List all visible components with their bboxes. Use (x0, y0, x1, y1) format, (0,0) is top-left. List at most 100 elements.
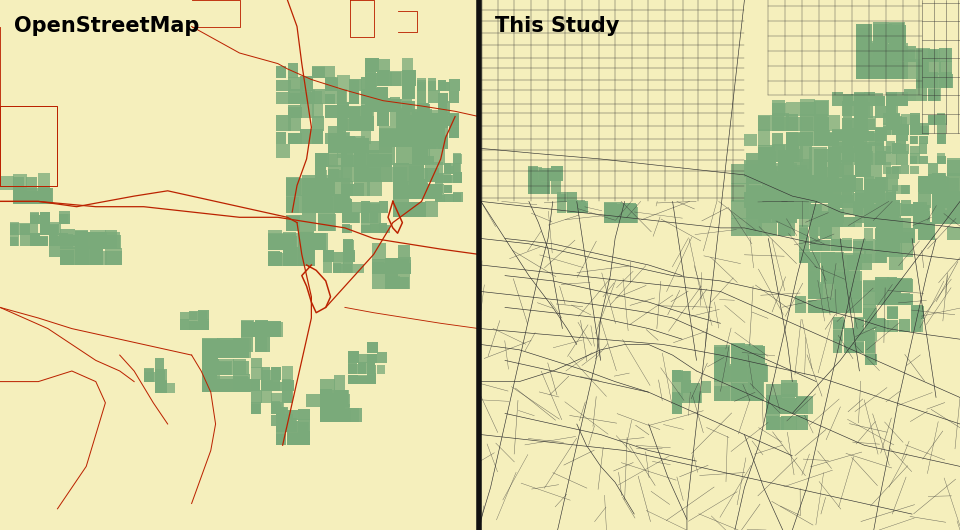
Bar (947, 195, 960, 208)
Bar (885, 107, 895, 118)
Bar (318, 181, 334, 196)
Bar (937, 134, 946, 144)
Bar (288, 105, 300, 118)
Bar (12, 188, 26, 204)
Bar (12, 174, 27, 190)
Bar (732, 342, 745, 364)
Bar (39, 213, 47, 224)
Bar (26, 188, 37, 204)
Bar (377, 112, 389, 126)
Bar (302, 211, 317, 231)
Bar (337, 130, 347, 144)
Bar (828, 146, 844, 162)
Bar (876, 240, 888, 251)
Bar (821, 258, 836, 270)
Bar (343, 264, 351, 273)
Bar (899, 319, 910, 332)
Bar (438, 105, 447, 114)
Bar (940, 74, 953, 88)
Bar (318, 197, 331, 214)
Bar (855, 128, 867, 146)
Bar (341, 181, 353, 197)
Bar (873, 41, 892, 61)
Bar (887, 277, 897, 292)
Bar (30, 213, 39, 224)
Bar (620, 207, 638, 223)
Bar (233, 377, 249, 393)
Bar (919, 176, 928, 184)
Bar (268, 234, 283, 250)
Bar (318, 198, 333, 214)
Bar (298, 419, 310, 432)
Bar (886, 203, 898, 215)
Bar (808, 269, 820, 284)
Bar (875, 140, 884, 153)
Bar (288, 118, 300, 131)
Bar (814, 101, 828, 116)
Bar (873, 58, 886, 79)
Bar (453, 154, 462, 164)
Bar (337, 134, 348, 144)
Bar (342, 214, 350, 223)
Bar (833, 329, 842, 341)
Bar (853, 178, 863, 191)
Bar (853, 241, 866, 251)
Bar (855, 114, 868, 131)
Bar (904, 46, 916, 62)
Bar (342, 213, 352, 223)
Bar (786, 177, 800, 192)
Bar (747, 201, 760, 219)
Bar (873, 39, 888, 61)
Bar (821, 240, 829, 251)
Bar (842, 132, 857, 146)
Bar (413, 112, 430, 128)
Bar (528, 167, 541, 181)
Bar (910, 153, 920, 164)
Bar (732, 383, 745, 401)
Bar (828, 160, 844, 177)
Bar (855, 194, 870, 208)
Bar (409, 167, 428, 182)
Bar (876, 189, 884, 203)
Bar (876, 214, 884, 227)
Bar (853, 238, 867, 251)
Bar (847, 270, 862, 284)
Bar (418, 128, 429, 138)
Bar (714, 347, 730, 364)
Bar (396, 126, 415, 147)
Bar (620, 204, 633, 223)
Bar (436, 193, 444, 202)
Bar (361, 91, 374, 104)
Bar (324, 90, 337, 104)
Bar (361, 105, 371, 118)
Bar (856, 43, 870, 61)
Bar (828, 177, 839, 192)
Bar (379, 225, 390, 233)
Bar (20, 224, 30, 235)
Bar (762, 222, 777, 236)
Bar (842, 128, 856, 146)
Bar (876, 318, 885, 332)
Bar (814, 134, 828, 146)
Bar (918, 223, 935, 240)
Bar (821, 227, 832, 239)
Bar (864, 201, 875, 216)
Bar (401, 84, 415, 99)
Bar (910, 156, 918, 164)
Bar (889, 28, 904, 42)
Bar (313, 91, 323, 104)
Bar (268, 322, 283, 337)
Bar (377, 99, 390, 112)
Bar (800, 180, 814, 192)
Bar (324, 133, 338, 144)
Bar (334, 391, 348, 407)
Bar (808, 301, 820, 313)
Bar (427, 140, 440, 149)
Bar (821, 192, 829, 203)
Bar (394, 202, 412, 217)
Bar (732, 360, 745, 382)
Bar (947, 178, 959, 192)
Bar (821, 269, 831, 284)
Bar (334, 198, 350, 214)
Bar (361, 131, 371, 144)
